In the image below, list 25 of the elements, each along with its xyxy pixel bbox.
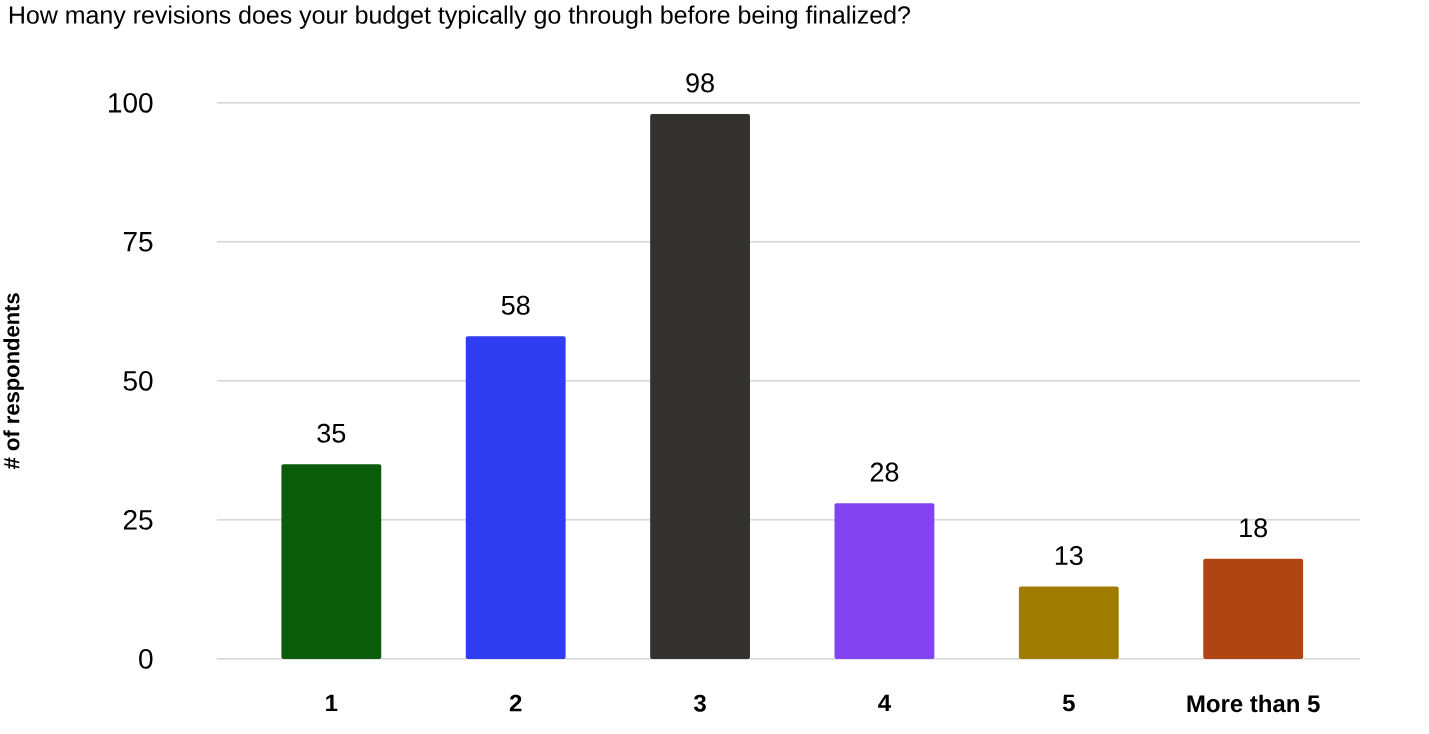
y-tick-label: 0 — [139, 649, 153, 669]
bar — [281, 464, 382, 659]
bar — [650, 114, 750, 659]
y-tick-label: 75 — [123, 232, 153, 252]
data-label: 35 — [317, 423, 346, 443]
chart-title: How many revisions does your budget typically go through before being finalized? — [9, 5, 910, 29]
x-tick-label: 5 — [1062, 694, 1075, 712]
bar — [1203, 558, 1304, 659]
y-tick-label: 25 — [123, 510, 153, 530]
data-label: 58 — [501, 295, 530, 315]
data-label: 18 — [1240, 518, 1267, 538]
x-tick-label: 4 — [878, 694, 891, 712]
x-tick-label: 3 — [693, 694, 706, 712]
x-tick-label: 2 — [509, 694, 522, 712]
bar — [834, 503, 935, 659]
y-tick-label: 100 — [109, 93, 153, 113]
data-label: 28 — [870, 462, 899, 482]
x-tick-label: 1 — [326, 694, 338, 712]
bar — [1018, 586, 1119, 659]
x-tick-label: More than 5 — [1187, 694, 1320, 713]
y-tick-label: 50 — [123, 371, 153, 391]
y-axis-title: # of respondents — [3, 293, 24, 470]
data-label: 98 — [686, 73, 714, 93]
bar — [465, 336, 566, 659]
data-label: 13 — [1055, 546, 1083, 566]
